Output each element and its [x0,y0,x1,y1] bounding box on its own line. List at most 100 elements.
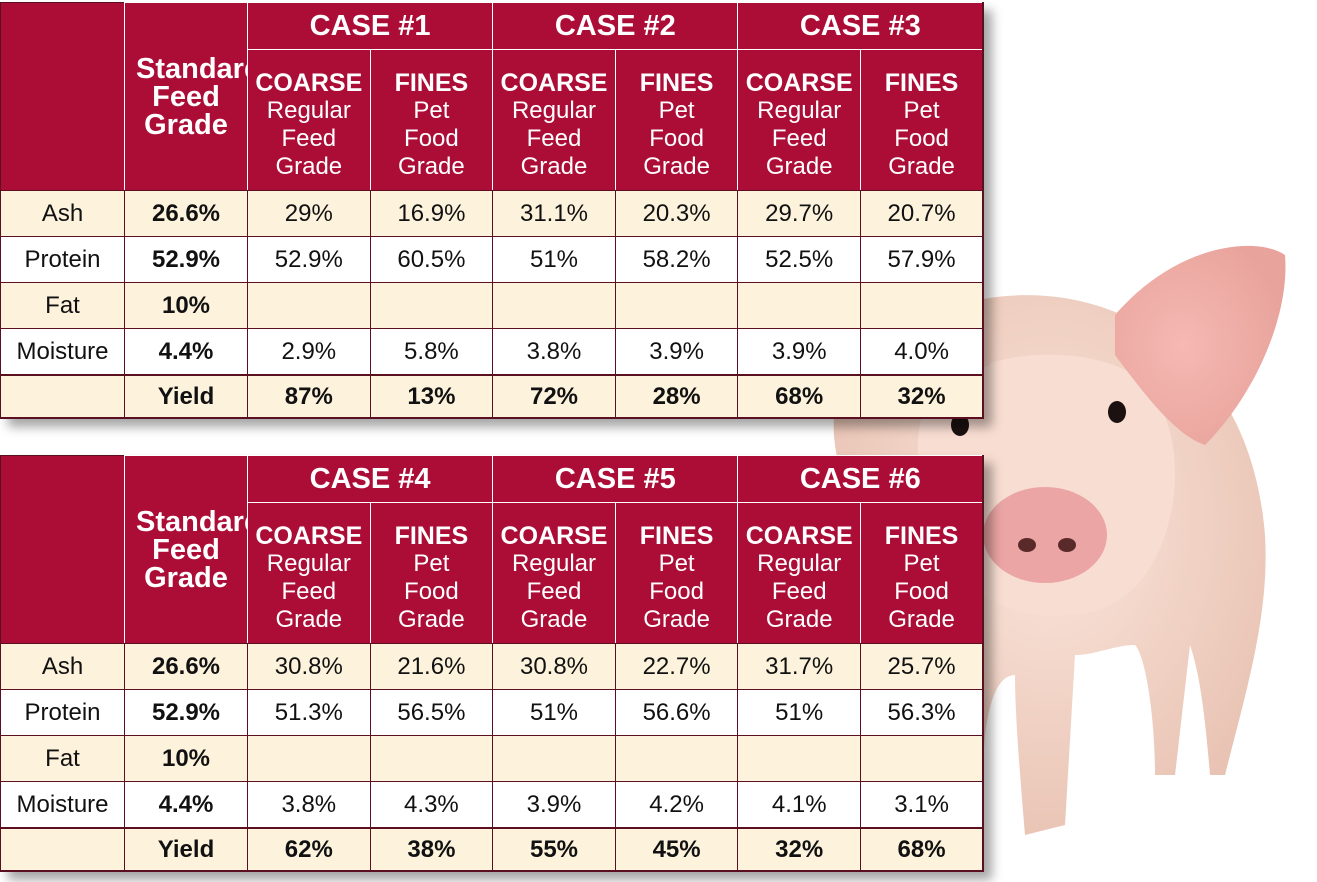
table-cell [614,282,739,329]
table-cell: 62% [247,827,371,872]
table-cell: 55% [492,827,616,872]
table-cell: 3.9% [614,328,739,376]
table-cell [247,735,371,782]
table-cell [860,735,985,782]
table-cell: 57.9% [860,236,985,283]
standard-feed-grade-header: Standard Feed Grade [124,455,248,644]
table-cell: 13% [369,374,494,419]
table-cell: 68% [737,374,861,419]
table-cell: 22.7% [614,643,739,690]
table-cell: 56.5% [369,689,494,736]
table-cell: 32% [860,374,985,419]
table-cell: 29% [247,190,371,237]
row-label: Fat [0,282,125,329]
table-cell: 20.3% [614,190,739,237]
table-row-protein: Protein 52.9% 52.9% 60.5% 51% 58.2% 52.5… [0,236,985,283]
table-cell: 4.1% [737,781,861,829]
table-cell: 21.6% [369,643,494,690]
table-cell [492,282,616,329]
corner-cell [0,2,125,191]
table-cell: 28% [614,374,739,419]
row-label: Protein [0,689,125,736]
table-cell: 3.9% [492,781,616,829]
case-6-header: CASE #6 [737,455,985,503]
table-cell: 30.8% [492,643,616,690]
standard-value: 52.9% [124,689,248,736]
table-cell: 31.1% [492,190,616,237]
table-row-protein: Protein 52.9% 51.3% 56.5% 51% 56.6% 51% … [0,689,985,736]
composition-table-1: Standard Feed Grade CASE #1 CASE #2 CASE… [0,2,985,419]
table-cell: 5.8% [369,328,494,376]
table-cell [737,735,861,782]
yield-label: Yield [124,827,248,872]
table-cell: 51.3% [247,689,371,736]
table-cell: 52.5% [737,236,861,283]
table-cell: 58.2% [614,236,739,283]
table-cell: 3.8% [247,781,371,829]
standard-value: 26.6% [124,190,248,237]
table-cell: 25.7% [860,643,985,690]
table-cell [860,282,985,329]
table-cell [614,735,739,782]
case-3-coarse-header: COARSE Regular Feed Grade [737,49,861,191]
case-1-fines-header: FINES Pet Food Grade [369,49,494,191]
case-5-fines-header: FINES Pet Food Grade [614,502,739,644]
case-2-header: CASE #2 [492,2,739,50]
table-cell: 3.9% [737,328,861,376]
table-cell [247,282,371,329]
case-3-fines-header: FINES Pet Food Grade [860,49,985,191]
table-cell [369,735,494,782]
table-row-yield: Yield 62% 38% 55% 45% 32% 68% [0,827,985,872]
row-label [0,374,125,419]
case-3-header: CASE #3 [737,2,985,50]
table-cell: 56.6% [614,689,739,736]
case-4-fines-header: FINES Pet Food Grade [369,502,494,644]
row-label: Fat [0,735,125,782]
table-cell: 87% [247,374,371,419]
table-cell: 68% [860,827,985,872]
case-6-fines-header: FINES Pet Food Grade [860,502,985,644]
table-cell: 3.1% [860,781,985,829]
standard-value: 52.9% [124,236,248,283]
standard-value: 10% [124,282,248,329]
table-cell: 4.3% [369,781,494,829]
table-row-fat: Fat 10% [0,735,985,782]
row-label: Moisture [0,328,125,376]
standard-value: 4.4% [124,328,248,376]
table-cell: 30.8% [247,643,371,690]
table-row-fat: Fat 10% [0,282,985,329]
table-cell [492,735,616,782]
case-2-coarse-header: COARSE Regular Feed Grade [492,49,616,191]
table-cell: 2.9% [247,328,371,376]
row-label [0,827,125,872]
table-cell [737,282,861,329]
standard-value: 10% [124,735,248,782]
table-cell: 29.7% [737,190,861,237]
table-row-moisture: Moisture 4.4% 2.9% 5.8% 3.8% 3.9% 3.9% 4… [0,328,985,376]
table-cell: 16.9% [369,190,494,237]
table-cell: 3.8% [492,328,616,376]
corner-cell [0,455,125,644]
case-1-coarse-header: COARSE Regular Feed Grade [247,49,371,191]
table-cell: 20.7% [860,190,985,237]
table-cell [369,282,494,329]
table-cell: 31.7% [737,643,861,690]
table-cell: 51% [492,689,616,736]
table-row-moisture: Moisture 4.4% 3.8% 4.3% 3.9% 4.2% 4.1% 3… [0,781,985,829]
case-2-fines-header: FINES Pet Food Grade [614,49,739,191]
table-cell: 45% [614,827,739,872]
case-4-header: CASE #4 [246,455,494,503]
row-label: Protein [0,236,125,283]
table-cell: 4.0% [860,328,985,376]
standard-value: 26.6% [124,643,248,690]
case-4-coarse-header: COARSE Regular Feed Grade [247,502,371,644]
table-row-yield: Yield 87% 13% 72% 28% 68% 32% [0,374,985,419]
case-1-header: CASE #1 [246,2,494,50]
row-label: Ash [0,643,125,690]
table-cell: 72% [492,374,616,419]
case-6-coarse-header: COARSE Regular Feed Grade [737,502,861,644]
row-label: Moisture [0,781,125,829]
table-row-ash: Ash 26.6% 30.8% 21.6% 30.8% 22.7% 31.7% … [0,643,985,690]
standard-value: 4.4% [124,781,248,829]
table-row-ash: Ash 26.6% 29% 16.9% 31.1% 20.3% 29.7% 20… [0,190,985,237]
